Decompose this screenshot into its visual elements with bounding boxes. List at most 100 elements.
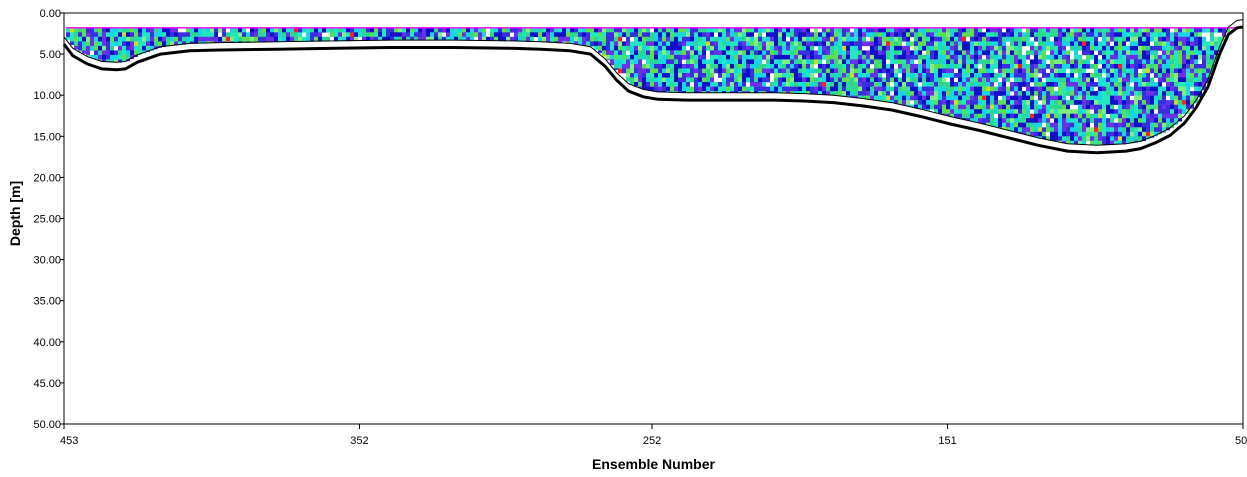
- velocity-cell: [778, 91, 782, 94]
- velocity-cell: [1082, 131, 1086, 137]
- velocity-cell: [678, 82, 682, 87]
- velocity-cell: [1042, 118, 1046, 123]
- velocity-cell: [886, 86, 890, 92]
- velocity-cell: [630, 82, 634, 85]
- velocity-cell: [1098, 82, 1102, 87]
- velocity-cell: [834, 32, 838, 38]
- velocity-cell: [926, 77, 930, 83]
- velocity-cell: [78, 27, 82, 33]
- velocity-cell: [222, 36, 226, 42]
- velocity-cell: [1142, 104, 1146, 110]
- velocity-cell: [898, 36, 902, 42]
- velocity-cell: [782, 59, 786, 65]
- velocity-cell: [998, 54, 1002, 60]
- velocity-cell: [850, 41, 854, 47]
- velocity-cell: [950, 59, 954, 65]
- velocity-cell: [1006, 77, 1010, 83]
- velocity-cell: [906, 54, 910, 60]
- velocity-cell: [790, 41, 794, 47]
- velocity-cell: [1046, 77, 1050, 83]
- velocity-cell: [698, 86, 702, 92]
- velocity-cell: [814, 41, 818, 47]
- velocity-cell: [666, 27, 670, 33]
- velocity-cell: [1014, 36, 1018, 42]
- velocity-cell: [870, 54, 874, 60]
- velocity-cell: [1090, 95, 1094, 101]
- velocity-cell: [398, 36, 402, 41]
- velocity-cell: [1194, 32, 1198, 38]
- velocity-cell: [1210, 41, 1214, 47]
- velocity-cell: [1202, 45, 1206, 51]
- velocity-cell: [1170, 64, 1174, 69]
- velocity-cell: [1122, 91, 1126, 96]
- velocity-cell: [918, 59, 922, 65]
- velocity-cell: [1114, 91, 1118, 96]
- velocity-cell: [226, 32, 230, 38]
- velocity-cell: [894, 54, 898, 60]
- velocity-cell: [450, 36, 454, 41]
- velocity-cell: [758, 91, 762, 93]
- velocity-cell: [702, 27, 706, 33]
- velocity-cell: [982, 95, 986, 101]
- velocity-cell: [1190, 77, 1194, 83]
- velocity-cell: [574, 41, 578, 45]
- velocity-cell: [1114, 36, 1118, 42]
- velocity-cell: [962, 36, 966, 42]
- velocity-cell: [654, 73, 658, 78]
- velocity-cell: [1062, 113, 1066, 119]
- velocity-cell: [998, 127, 1002, 129]
- velocity-cell: [1014, 32, 1018, 38]
- velocity-cell: [998, 68, 1002, 74]
- velocity-cell: [1042, 32, 1046, 38]
- velocity-cell: [694, 50, 698, 56]
- velocity-cell: [886, 100, 890, 102]
- velocity-cell: [1186, 104, 1190, 110]
- velocity-cell: [1134, 86, 1138, 92]
- velocity-cell: [758, 36, 762, 42]
- velocity-cell: [942, 64, 946, 69]
- velocity-cell: [1002, 95, 1006, 101]
- velocity-cell: [690, 86, 694, 92]
- velocity-cell: [742, 77, 746, 83]
- velocity-cell: [734, 41, 738, 47]
- velocity-cell: [1154, 113, 1158, 119]
- velocity-cell: [1046, 113, 1050, 119]
- velocity-cell: [86, 32, 90, 38]
- velocity-cell: [1046, 73, 1050, 78]
- velocity-cell: [698, 45, 702, 51]
- velocity-cell: [122, 59, 126, 63]
- velocity-cell: [914, 91, 918, 96]
- velocity-cell: [1058, 41, 1062, 47]
- velocity-cell: [1158, 109, 1162, 114]
- velocity-cell: [970, 41, 974, 47]
- velocity-cell: [990, 27, 994, 33]
- velocity-cell: [766, 41, 770, 47]
- velocity-cell: [794, 77, 798, 83]
- velocity-cell: [646, 32, 650, 38]
- velocity-cell: [1146, 122, 1150, 128]
- velocity-cell: [1090, 45, 1094, 51]
- velocity-cell: [770, 68, 774, 74]
- velocity-cell: [1014, 82, 1018, 87]
- velocity-cell: [502, 36, 506, 42]
- velocity-cell: [754, 59, 758, 65]
- velocity-cell: [994, 27, 998, 33]
- velocity-cell: [1122, 113, 1126, 119]
- velocity-cell: [678, 54, 682, 60]
- velocity-cell: [1150, 54, 1154, 60]
- velocity-cell: [1014, 95, 1018, 101]
- velocity-cell: [82, 36, 86, 42]
- velocity-cell: [122, 45, 126, 51]
- velocity-cell: [1018, 82, 1022, 87]
- velocity-cell: [1150, 91, 1154, 96]
- velocity-cell: [802, 86, 806, 92]
- velocity-cell: [870, 32, 874, 38]
- velocity-cell: [1046, 109, 1050, 114]
- velocity-cell: [730, 82, 734, 87]
- velocity-cell: [1170, 45, 1174, 51]
- velocity-cell: [970, 64, 974, 69]
- velocity-cell: [1086, 118, 1090, 123]
- velocity-cell: [1142, 36, 1146, 42]
- velocity-cell: [946, 27, 950, 33]
- velocity-cell: [682, 86, 686, 92]
